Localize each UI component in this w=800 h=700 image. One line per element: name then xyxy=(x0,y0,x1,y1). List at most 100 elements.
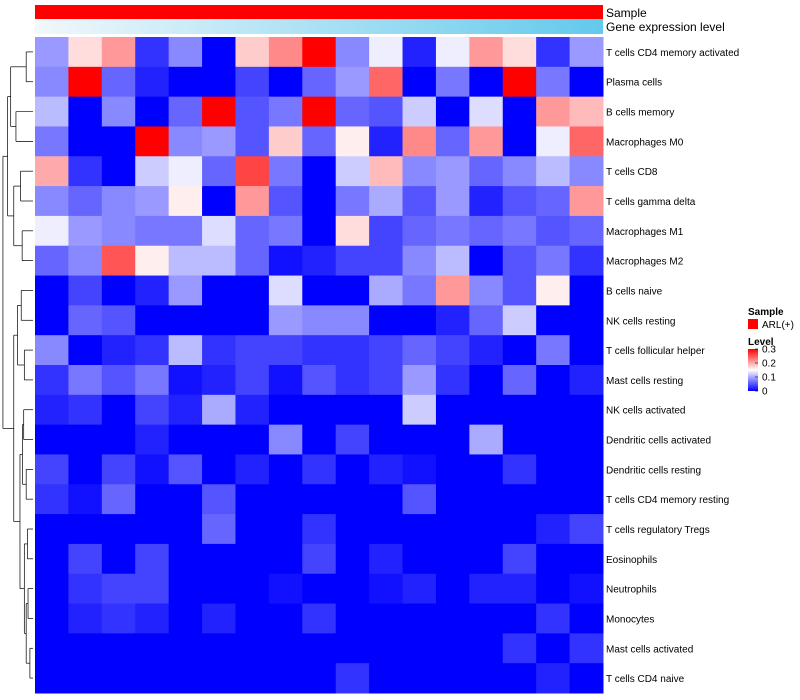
heatmap-cell xyxy=(469,126,504,157)
heatmap-cell xyxy=(68,215,103,247)
heatmap-cell xyxy=(402,394,437,426)
level-colorbar xyxy=(748,349,758,391)
heatmap-cell xyxy=(302,37,337,68)
heatmap-cell xyxy=(302,365,337,396)
level-tick-label: 0 xyxy=(762,387,768,398)
heatmap-cell xyxy=(469,245,504,277)
heatmap-cell xyxy=(335,603,370,634)
heatmap-cell xyxy=(569,96,604,127)
heatmap-cell xyxy=(202,96,236,127)
heatmap-cell xyxy=(35,96,69,127)
heatmap-cell xyxy=(402,186,437,217)
heatmap-cell xyxy=(335,454,370,485)
heatmap-cell xyxy=(268,394,303,426)
level-tick-label: 0.2 xyxy=(762,359,776,370)
heatmap-cell xyxy=(135,573,170,605)
heatmap-cell xyxy=(68,96,103,127)
heatmap-cell xyxy=(68,484,103,515)
heatmap-cell xyxy=(569,543,604,575)
row-label: Plasma cells xyxy=(606,78,662,89)
heatmap-cell xyxy=(569,66,604,98)
heatmap-cell xyxy=(202,603,236,634)
heatmap-cell xyxy=(402,633,437,664)
heatmap-cell xyxy=(135,305,170,336)
heatmap-cell xyxy=(268,275,303,306)
heatmap-cells xyxy=(35,37,604,694)
row-label: T cells CD8 xyxy=(606,167,658,178)
heatmap-cell xyxy=(35,66,69,98)
heatmap-cell xyxy=(101,275,136,306)
heatmap-cell xyxy=(101,66,136,98)
heatmap-cell xyxy=(101,245,136,277)
heatmap-cell xyxy=(268,215,303,247)
heatmap-cell xyxy=(335,305,370,336)
heatmap-cell xyxy=(569,126,604,157)
heatmap-cell xyxy=(569,663,604,694)
heatmap-cell xyxy=(402,37,437,68)
sample-legend: Sample ARL(+) xyxy=(748,307,794,331)
heatmap-cell xyxy=(135,424,170,455)
heatmap-cell xyxy=(402,424,437,455)
heatmap-cell xyxy=(469,156,504,187)
row-label: T cells follicular helper xyxy=(606,346,705,357)
heatmap-cell xyxy=(502,603,537,634)
heatmap-cell xyxy=(302,543,337,575)
heatmap-cell xyxy=(502,186,537,217)
heatmap-cell xyxy=(569,603,604,634)
heatmap-cell xyxy=(369,603,404,634)
heatmap-cell xyxy=(502,275,537,306)
row-label: Dendritic cells resting xyxy=(606,465,701,476)
heatmap-cell xyxy=(35,454,69,485)
heatmap-cell xyxy=(536,335,571,366)
heatmap-cell xyxy=(202,275,236,306)
heatmap-cell xyxy=(35,365,69,396)
heatmap-cell xyxy=(35,603,69,634)
heatmap-cell xyxy=(569,514,604,545)
row-label: NK cells activated xyxy=(606,406,685,417)
heatmap-cell xyxy=(569,37,604,68)
heatmap-cell xyxy=(101,335,136,366)
heatmap-cell xyxy=(268,543,303,575)
heatmap-cell xyxy=(469,215,504,247)
annotation-label-sample: Sample xyxy=(606,6,647,20)
heatmap-cell xyxy=(68,454,103,485)
level-tick-label: 0.1 xyxy=(762,373,776,384)
heatmap-cell xyxy=(402,215,437,247)
heatmap-cell xyxy=(302,454,337,485)
heatmap-cell xyxy=(101,484,136,515)
heatmap-cell xyxy=(101,365,136,396)
heatmap-cell xyxy=(536,156,571,187)
heatmap-cell xyxy=(435,365,470,396)
heatmap-cell xyxy=(268,156,303,187)
heatmap-cell xyxy=(369,335,404,366)
heatmap-cell xyxy=(369,424,404,455)
heatmap-cell xyxy=(335,37,370,68)
heatmap-cell xyxy=(101,633,136,664)
heatmap-cell xyxy=(402,484,437,515)
heatmap-cell xyxy=(101,96,136,127)
heatmap-cell xyxy=(435,66,470,98)
heatmap-cell xyxy=(536,454,571,485)
heatmap-cell xyxy=(302,514,337,545)
heatmap-cell xyxy=(302,603,337,634)
heatmap-cell xyxy=(502,573,537,605)
heatmap-cell xyxy=(35,335,69,366)
heatmap-cell xyxy=(235,394,270,426)
heatmap-cell xyxy=(335,156,370,187)
row-label: Mast cells resting xyxy=(606,376,683,387)
heatmap-cell xyxy=(569,365,604,396)
heatmap-cell xyxy=(202,305,236,336)
row-label: NK cells resting xyxy=(606,316,675,327)
heatmap-cell xyxy=(68,305,103,336)
heatmap-cell xyxy=(35,633,69,664)
heatmap-cell xyxy=(235,186,270,217)
heatmap-cell xyxy=(202,633,236,664)
heatmap-cell xyxy=(202,454,236,485)
heatmap-cell xyxy=(235,424,270,455)
heatmap-cell xyxy=(302,245,337,277)
heatmap-cell xyxy=(68,126,103,157)
heatmap-cell xyxy=(101,126,136,157)
heatmap-cell xyxy=(35,305,69,336)
heatmap-cell xyxy=(168,96,203,127)
heatmap-cell xyxy=(502,633,537,664)
